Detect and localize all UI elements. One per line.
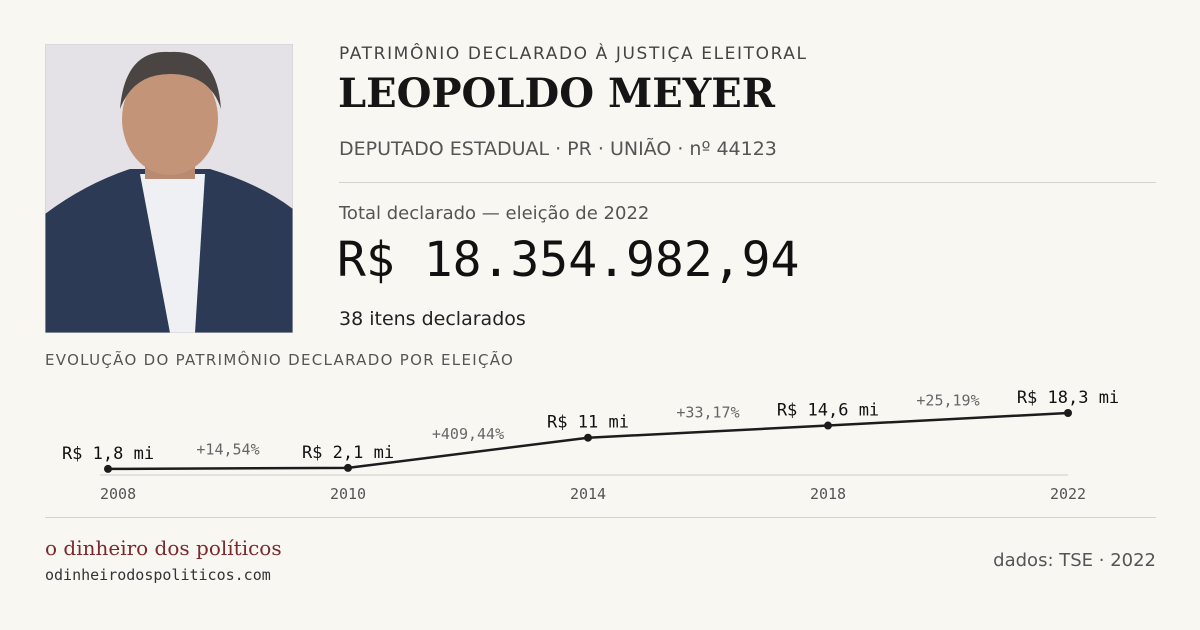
source: dados: TSE · 2022: [993, 550, 1156, 571]
point: [1064, 409, 1072, 417]
url: odinheirodospoliticos.com: [45, 566, 271, 584]
x-tick-label: 2008: [100, 485, 136, 503]
chart: R$ 1,8 mi 2008 R$ 2,1 mi 2010 R$ 11 mi 2014 R$…: [62, 388, 1119, 503]
politician-name: LEOPOLDO MEYER: [338, 70, 776, 117]
x-tick-label: 2010: [330, 485, 366, 503]
divider: [339, 182, 1156, 183]
point: [104, 464, 112, 473]
value-label: R$ 2,1 mi: [302, 443, 394, 463]
x-tick-label: 2018: [810, 485, 846, 503]
total-amount: R$ 18.354.982,94: [337, 232, 800, 288]
subtitle: DEPUTADO ESTADUAL · PR · UNIÃO · nº 4412…: [339, 138, 777, 160]
value-label: R$ 14,6 mi: [777, 401, 879, 421]
x-tick-label: 2022: [1050, 485, 1086, 503]
chart-title: EVOLUÇÃO DO PATRIMÔNIO DECLARADO POR ELE…: [45, 351, 515, 369]
photo: [45, 44, 293, 333]
point: [824, 421, 832, 430]
items-count: 38 itens declarados: [339, 308, 526, 330]
value-label: R$ 18,3 mi: [1017, 388, 1119, 408]
kicker: PATRIMÔNIO DECLARADO À JUSTIÇA ELEITORAL: [339, 44, 808, 64]
value-label: R$ 11 mi: [547, 413, 629, 433]
point: [344, 463, 352, 472]
change-label: +33,17%: [676, 404, 739, 422]
change-label: +14,54%: [196, 440, 259, 458]
value-label: R$ 1,8 mi: [62, 444, 154, 464]
x-tick-label: 2014: [570, 485, 606, 503]
divider: [45, 517, 1156, 518]
change-label: +409,44%: [432, 425, 504, 443]
point: [584, 433, 592, 442]
change-label: +25,19%: [916, 391, 979, 409]
total-label: Total declarado — eleição de 2022: [339, 203, 650, 224]
brand: o dinheiro dos políticos: [45, 536, 282, 560]
